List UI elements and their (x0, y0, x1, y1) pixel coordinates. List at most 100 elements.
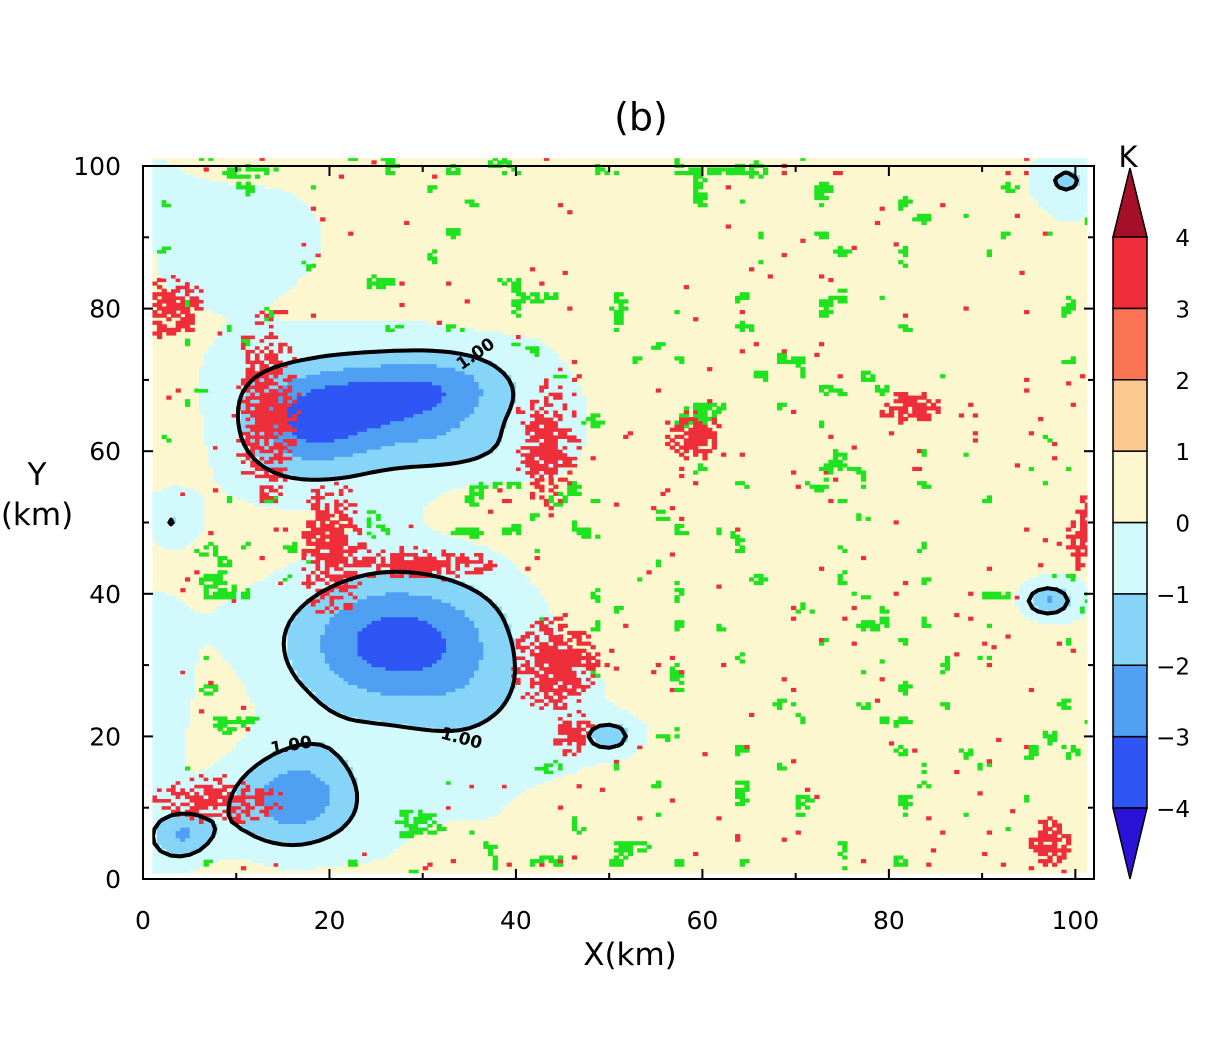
field-cell (1047, 826, 1053, 832)
field-cell (394, 695, 400, 700)
field-cell (432, 705, 438, 710)
field-cell (525, 680, 531, 685)
field-cell (338, 823, 345, 828)
field-cell (324, 755, 331, 760)
field-cell (362, 723, 368, 728)
field-cell (189, 666, 195, 671)
field-cell (399, 762, 405, 767)
field-cell (399, 769, 405, 775)
field-cell (469, 702, 475, 707)
field-cell (394, 737, 400, 742)
field-cell (450, 723, 456, 728)
field-cell (902, 805, 909, 810)
field-cell (525, 766, 531, 771)
field-cell (306, 834, 312, 839)
field-cell (166, 687, 172, 693)
field-cell (376, 734, 382, 739)
field-cell (268, 759, 275, 764)
field-cell (413, 677, 419, 682)
field-cell (315, 787, 321, 792)
field-cell (427, 759, 433, 764)
field-cell (441, 791, 447, 796)
field-cell (464, 684, 470, 689)
field-cell (548, 695, 554, 700)
field-cell (455, 662, 461, 668)
field-cell (166, 862, 172, 867)
field-cell (310, 837, 317, 842)
field-cell (436, 741, 442, 746)
field-cell (777, 702, 783, 707)
field-cell (189, 691, 195, 696)
field-cell (301, 844, 307, 849)
field-cell (376, 662, 382, 668)
field-cell (362, 716, 368, 721)
field-cell (599, 698, 606, 703)
field-cell (315, 695, 321, 700)
field-cell (529, 709, 536, 714)
field-cell (487, 787, 494, 792)
field-cell (422, 702, 428, 707)
field-cell (250, 784, 256, 789)
field-cell (394, 812, 400, 817)
field-cell (520, 777, 526, 782)
field-cell (525, 666, 531, 671)
field-cell (278, 659, 284, 664)
field-cell (329, 784, 335, 789)
field-cell (576, 744, 582, 750)
field-cell (376, 769, 382, 775)
field-cell (902, 716, 909, 721)
field-cell (655, 812, 662, 817)
field-cell (511, 691, 517, 696)
field-cell (404, 773, 410, 778)
field-cell (334, 848, 340, 853)
field-cell (282, 834, 289, 839)
field-cell (268, 709, 275, 714)
field-cell (217, 794, 223, 800)
field-cell (352, 769, 359, 775)
field-cell (194, 816, 200, 821)
field-cell (166, 809, 172, 814)
field-cell (557, 670, 564, 675)
field-cell (483, 812, 489, 817)
field-cell (152, 834, 158, 839)
field-cell (441, 723, 447, 728)
field-cell (231, 780, 237, 785)
field-cell (240, 666, 247, 671)
field-cell (166, 826, 172, 832)
field-cell (320, 791, 326, 796)
field-cell (152, 691, 158, 696)
field-cell (1061, 705, 1067, 710)
field-cell (352, 855, 359, 860)
field-cell (226, 720, 233, 725)
field-cell (292, 737, 298, 742)
field-cell (273, 687, 279, 693)
field-cell (567, 712, 573, 718)
field-cell (166, 837, 172, 842)
field-cell (576, 720, 582, 725)
field-cell (539, 755, 545, 760)
field-cell (352, 687, 359, 693)
field-cell (450, 687, 456, 693)
field-cell (422, 766, 428, 771)
field-cell (478, 780, 484, 785)
field-cell (212, 848, 219, 853)
field-cell (278, 780, 284, 785)
field-cell (226, 784, 233, 789)
field-cell (166, 720, 172, 725)
field-cell (432, 659, 438, 664)
field-cell (315, 659, 321, 664)
field-cell (198, 780, 205, 785)
field-cell (231, 762, 237, 767)
field-cell (362, 798, 368, 803)
field-cell (571, 673, 578, 678)
field-cell (380, 716, 387, 721)
field-cell (441, 755, 447, 760)
field-cell (432, 737, 438, 742)
field-cell (287, 801, 293, 807)
field-cell (245, 816, 251, 821)
field-cell (460, 680, 466, 685)
field-cell (427, 769, 433, 775)
field-cell (371, 670, 377, 675)
field-cell (404, 812, 410, 817)
field-cell (268, 716, 275, 721)
